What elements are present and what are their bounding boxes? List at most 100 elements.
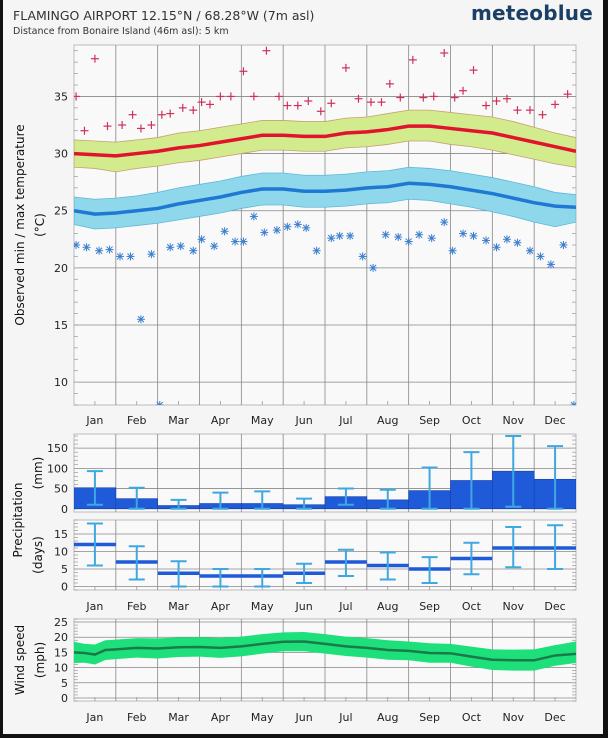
- max-temp-point: [469, 66, 478, 75]
- error-bar: [421, 556, 438, 584]
- wind-band: [74, 632, 576, 671]
- error-bar: [379, 488, 396, 510]
- max-temp-band: [74, 109, 576, 173]
- star-stroke: [493, 243, 500, 251]
- min-temp-point: [283, 222, 292, 231]
- min-temp-point: [155, 401, 164, 405]
- error-bar: [505, 526, 522, 569]
- min-temp-point: [404, 237, 413, 246]
- min-temp-point: [239, 237, 248, 246]
- y-tick-label: 30: [54, 148, 68, 161]
- star-stroke: [547, 261, 555, 268]
- max-temp-point: [178, 103, 187, 112]
- month-label: Sep: [419, 414, 440, 427]
- max-temp-point: [385, 79, 394, 88]
- y-tick-label: 100: [47, 462, 68, 475]
- max-temp-point: [367, 98, 376, 107]
- min-temp-point: [272, 226, 281, 235]
- star-stroke: [198, 235, 205, 243]
- max-temp-point: [205, 100, 214, 109]
- y-tick-label: 15: [54, 646, 68, 659]
- y-tick-label: 0: [61, 692, 68, 705]
- star-stroke: [106, 246, 113, 253]
- month-label: Jan: [85, 600, 103, 613]
- y-tick-label: 5: [61, 563, 68, 576]
- month-label: Oct: [462, 711, 482, 724]
- month-label: Apr: [211, 414, 231, 427]
- max-temp-point: [482, 101, 491, 110]
- location-title: FLAMINGO AIRPORT 12.15°N / 68.28°W (7m a…: [13, 8, 315, 23]
- star-stroke: [231, 238, 239, 245]
- min-temp-point: [82, 243, 91, 252]
- min-temp-line: [74, 181, 576, 216]
- month-label: May: [251, 414, 274, 427]
- wind-line: [74, 640, 576, 662]
- max-temp-point: [396, 93, 405, 102]
- y-axis-label: Precipitation: [11, 482, 25, 557]
- min-temp-point: [312, 246, 321, 255]
- min-temp-point: [197, 235, 206, 244]
- min-temp-point: [358, 252, 367, 261]
- star-stroke: [83, 243, 90, 251]
- max-temp-point: [354, 94, 363, 103]
- max-temp-point: [525, 106, 534, 115]
- star-stroke: [514, 239, 521, 247]
- precipitation-marks: [74, 435, 576, 510]
- star-stroke: [415, 231, 423, 239]
- star-stroke: [440, 218, 448, 226]
- star-stroke: [470, 232, 477, 240]
- star-stroke: [313, 247, 320, 255]
- month-label: May: [251, 711, 274, 724]
- star-stroke: [449, 247, 456, 255]
- star-stroke: [74, 241, 80, 248]
- month-label: Oct: [462, 414, 482, 427]
- min-temp-point: [147, 250, 156, 259]
- error-bar: [547, 445, 564, 510]
- y-tick-label: 5: [61, 677, 68, 690]
- max-temp-point: [492, 97, 501, 105]
- error-bar: [337, 487, 354, 506]
- max-temp-point: [80, 126, 89, 135]
- month-label: Apr: [211, 600, 231, 613]
- min-temp-point: [459, 229, 468, 238]
- min-temp-point: [394, 233, 403, 241]
- max-temp-point: [226, 92, 235, 101]
- star-stroke: [428, 234, 436, 242]
- star-stroke: [148, 250, 155, 258]
- month-label: Oct: [462, 600, 482, 613]
- y-tick-label: 15: [54, 528, 68, 541]
- star-stroke: [177, 242, 185, 250]
- y-axis-unit: (°C): [33, 213, 47, 237]
- month-label: Apr: [211, 711, 231, 724]
- star-stroke: [283, 223, 291, 231]
- month-label: Aug: [377, 600, 398, 613]
- max-temp-point: [147, 121, 156, 129]
- star-stroke: [127, 253, 134, 260]
- star-stroke: [369, 264, 377, 272]
- min-temp-band: [74, 166, 576, 230]
- max-temp-point: [293, 101, 302, 110]
- max-temp-point: [118, 121, 127, 129]
- star-stroke: [166, 243, 174, 251]
- min-temp-point: [502, 235, 511, 244]
- max-temp-point: [450, 93, 459, 102]
- y-tick-label: 20: [54, 631, 68, 644]
- max-temp-point: [249, 92, 258, 101]
- min-temp-point: [220, 227, 229, 236]
- star-stroke: [240, 238, 247, 245]
- error-bar: [170, 498, 187, 510]
- error-bar: [547, 524, 564, 570]
- distance-subtitle: Distance from Bonaire Island (46m asl): …: [13, 26, 229, 37]
- month-label: Nov: [503, 711, 525, 724]
- precipitation-panel: 0 50 100 150 Precipitation (mm): [11, 433, 577, 558]
- star-stroke: [250, 213, 258, 220]
- month-label: Mar: [168, 414, 189, 427]
- min-temp-point: [176, 242, 185, 251]
- max-temp-point: [408, 55, 417, 64]
- star-stroke: [302, 224, 310, 232]
- star-stroke: [156, 401, 161, 405]
- star-stroke: [210, 242, 218, 250]
- star-stroke: [95, 247, 103, 255]
- month-label: Jun: [294, 711, 312, 724]
